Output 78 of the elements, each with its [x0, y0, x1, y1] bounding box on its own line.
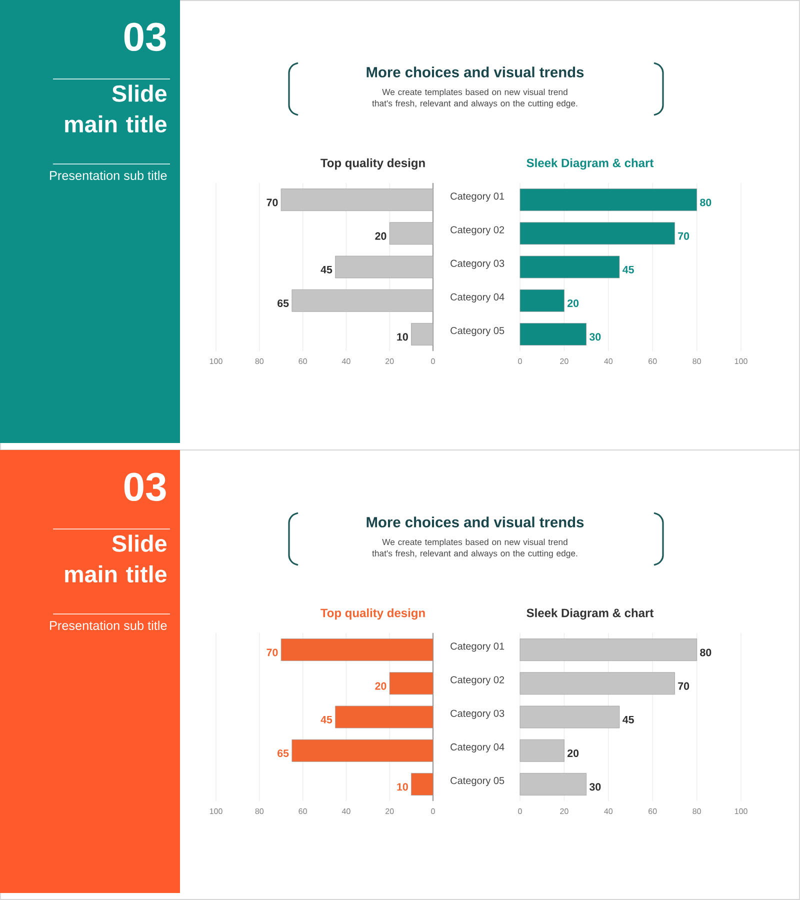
data-label: 70 [266, 198, 278, 206]
y-tick-label: Category 04 [450, 293, 504, 302]
x-tick-label: 100 [734, 808, 748, 814]
x-tick-label: 100 [210, 358, 222, 364]
y-tick-label: Category 01 [450, 192, 504, 202]
y-tick-label: Category 02 [450, 226, 504, 236]
x-tick-label: 20 [560, 358, 568, 364]
data-label: 20 [375, 682, 386, 690]
bar [520, 188, 698, 212]
data-label: 30 [589, 333, 601, 341]
y-tick-label: Category 03 [450, 710, 504, 719]
bar [520, 739, 564, 762]
x-tick-label: 60 [298, 808, 307, 814]
text: Slide main title [65, 84, 167, 133]
x-tick-label: 80 [255, 358, 264, 364]
bar [520, 323, 587, 346]
text: More choices and visual trends [366, 66, 584, 78]
x-tick-label: 80 [255, 808, 264, 814]
data-label: 65 [278, 300, 289, 308]
data-label: 70 [678, 682, 690, 690]
x-tick-label: 80 [692, 358, 701, 364]
y-tick-label: Category 05 [450, 327, 504, 336]
text: Presentation sub title [50, 620, 167, 630]
bar [520, 222, 675, 245]
data-label: 80 [700, 198, 712, 206]
text: Presentation sub title [50, 170, 167, 180]
x-tick-label: 60 [298, 358, 307, 364]
chart-title: Top quality design [320, 608, 425, 620]
y-tick-label: Category 01 [450, 642, 504, 652]
text: 03 [124, 472, 166, 502]
bar [520, 256, 620, 278]
x-tick-label: 40 [342, 808, 350, 814]
data-label: 80 [700, 648, 712, 656]
chart-title: Sleek Diagram & chart [526, 608, 654, 620]
text: More choices and visual trends [366, 516, 584, 528]
data-label: 10 [397, 783, 408, 791]
x-tick-label: 40 [342, 358, 350, 364]
y-tick-label: Category 02 [450, 676, 504, 686]
x-tick-label: 40 [604, 358, 613, 364]
text: We create templates based on new visual trend that's fresh, relevant and always on the cutting edge. [372, 88, 578, 108]
x-tick-label: 100 [210, 808, 222, 814]
bar [520, 706, 620, 728]
data-label: 45 [320, 716, 332, 724]
x-tick-label: 100 [734, 358, 748, 364]
data-label: 65 [278, 750, 289, 758]
data-label: 20 [568, 300, 579, 308]
y-tick-label: Category 05 [450, 777, 504, 786]
x-tick-label: 0 [518, 358, 522, 364]
chart-title: Sleek Diagram & chart [526, 158, 654, 170]
data-label: 45 [320, 266, 332, 274]
data-label: 70 [266, 648, 278, 656]
data-label: 45 [622, 716, 634, 724]
y-tick-label: Category 03 [450, 260, 504, 269]
data-label: 70 [678, 232, 690, 240]
bar [520, 773, 587, 796]
x-tick-label: 60 [648, 808, 657, 814]
x-tick-label: 20 [386, 358, 394, 364]
data-label: 30 [589, 783, 601, 791]
x-tick-label: 20 [560, 808, 568, 814]
bar [520, 672, 675, 695]
x-tick-label: 80 [692, 808, 701, 814]
x-tick-label: 0 [431, 808, 435, 814]
bar [520, 289, 564, 312]
x-tick-label: 0 [518, 808, 522, 814]
text: Slide main title [65, 534, 167, 583]
text: 03 [124, 22, 166, 52]
data-label: 10 [397, 333, 408, 341]
x-tick-label: 0 [431, 358, 435, 364]
data-label: 20 [375, 232, 386, 240]
data-label: 45 [622, 266, 634, 274]
y-tick-label: Category 04 [450, 743, 504, 752]
data-label: 20 [568, 750, 579, 758]
chart-title: Top quality design [320, 158, 425, 170]
text: We create templates based on new visual trend that's fresh, relevant and always on the cutting edge. [372, 538, 578, 558]
x-tick-label: 20 [386, 808, 394, 814]
x-tick-label: 60 [648, 358, 657, 364]
bar [520, 638, 698, 662]
x-tick-label: 40 [604, 808, 613, 814]
